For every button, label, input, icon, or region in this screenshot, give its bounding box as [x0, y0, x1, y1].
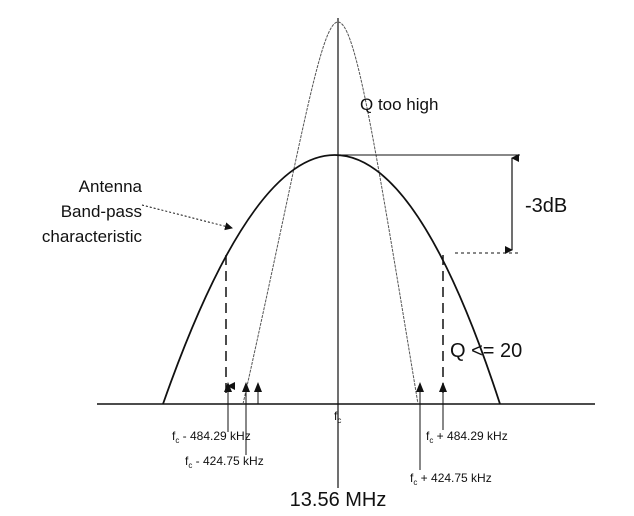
- freq-label: fc + 484.29 kHz: [426, 429, 508, 445]
- freq-label: fc - 424.75 kHz: [185, 454, 264, 470]
- antenna-label: characteristic: [42, 227, 143, 246]
- fc-sub: c: [337, 416, 341, 425]
- db-label: -3dB: [525, 195, 567, 217]
- antenna-label: Antenna: [79, 177, 143, 196]
- q-low-label: Q <= 20: [450, 340, 522, 362]
- freq-label-text: + 424.75 kHz: [417, 471, 491, 485]
- freq-label: fc + 424.75 kHz: [410, 471, 492, 487]
- antenna-label: Band-pass: [61, 202, 142, 221]
- freq-label-text: - 484.29 kHz: [179, 429, 250, 443]
- background: [0, 0, 634, 516]
- q-high-label: Q too high: [360, 95, 438, 114]
- freq-label-text: + 484.29 kHz: [433, 429, 507, 443]
- diagram: Q too high Antenna Band-pass characteris…: [0, 0, 634, 516]
- center-freq-label: 13.56 MHz: [290, 489, 387, 511]
- freq-label: fc - 484.29 kHz: [172, 429, 251, 445]
- freq-label-text: - 424.75 kHz: [192, 454, 263, 468]
